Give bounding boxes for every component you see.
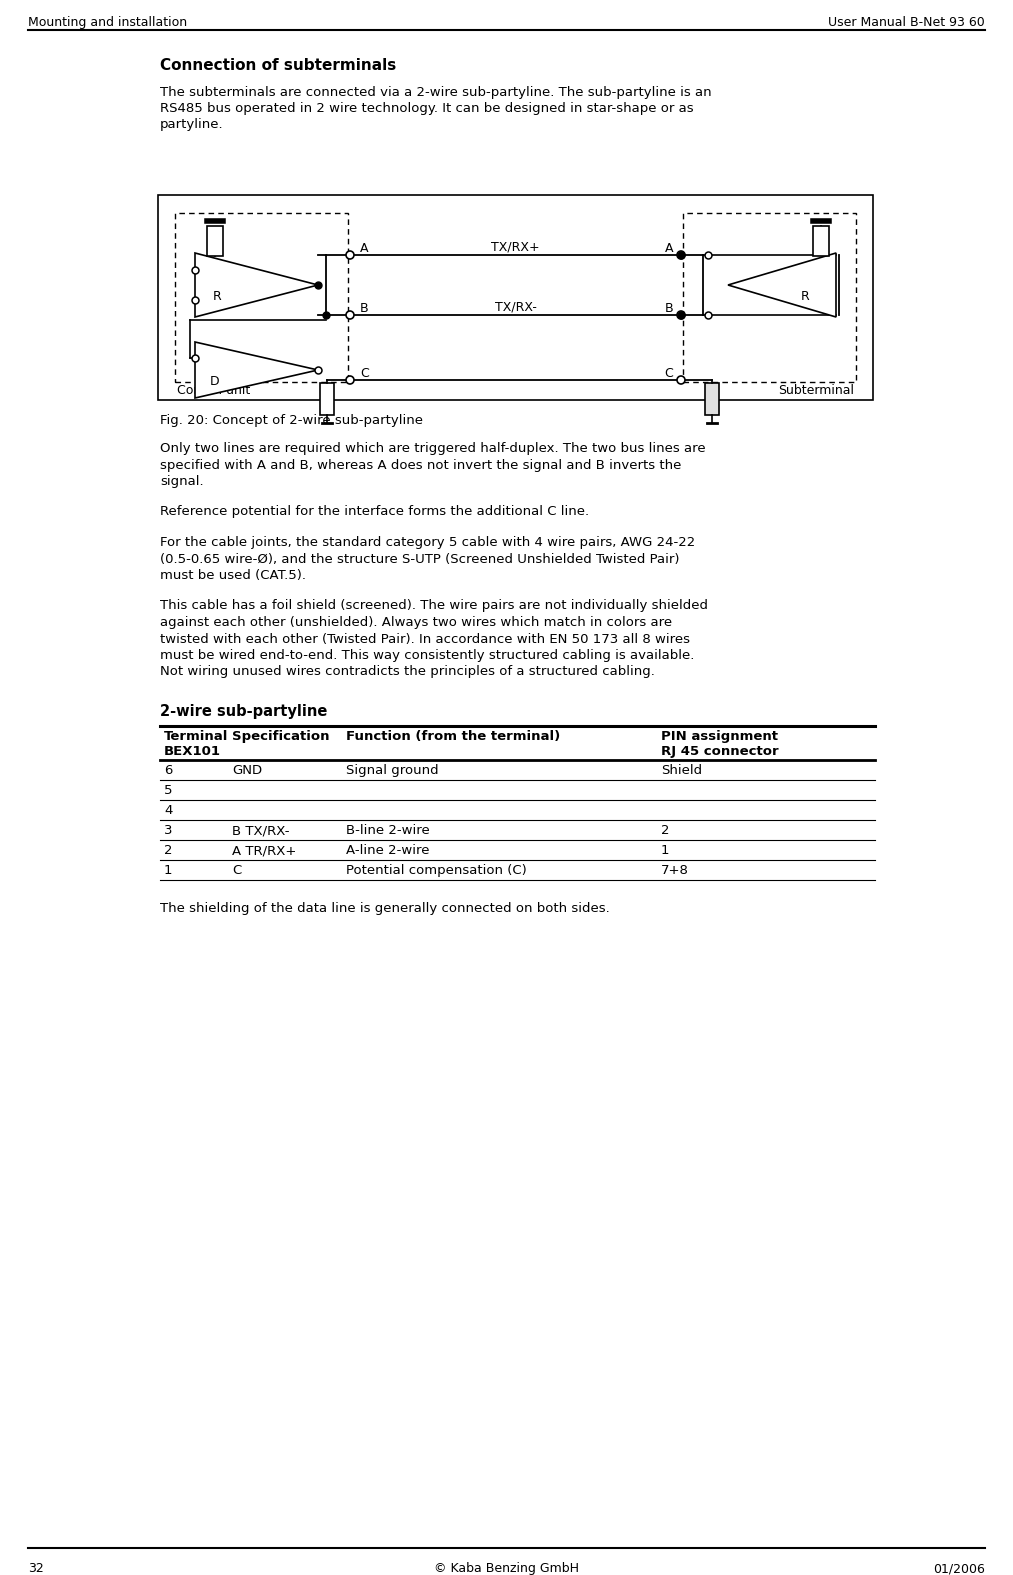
Text: The subterminals are connected via a 2-wire sub-partyline. The sub-partyline is : The subterminals are connected via a 2-w… (160, 87, 711, 99)
Circle shape (346, 250, 354, 258)
Text: 2-wire sub-partyline: 2-wire sub-partyline (160, 704, 327, 720)
Text: TX/RX-: TX/RX- (494, 301, 537, 313)
Text: © Kaba Benzing GmbH: © Kaba Benzing GmbH (434, 1562, 578, 1575)
Text: 32: 32 (28, 1562, 44, 1575)
Circle shape (677, 376, 685, 384)
Text: B: B (360, 302, 369, 315)
Text: R: R (801, 290, 809, 302)
Text: C: C (665, 367, 673, 380)
Text: PIN assignment: PIN assignment (660, 729, 778, 743)
Text: 1: 1 (164, 865, 172, 877)
Text: Reference potential for the interface forms the additional C line.: Reference potential for the interface fo… (160, 506, 590, 518)
Text: B: B (665, 302, 673, 315)
Bar (813, 225, 829, 257)
Text: Potential compensation (C): Potential compensation (C) (346, 865, 527, 877)
Text: Fig. 20: Concept of 2-wire sub-partyline: Fig. 20: Concept of 2-wire sub-partyline (160, 414, 423, 427)
Text: 6: 6 (164, 764, 172, 776)
Text: User Manual B-Net 93 60: User Manual B-Net 93 60 (829, 16, 985, 28)
Text: A: A (360, 243, 369, 255)
Text: Mounting and installation: Mounting and installation (28, 16, 187, 28)
Bar (320, 383, 334, 414)
Text: RJ 45 connector: RJ 45 connector (660, 745, 779, 758)
Text: (0.5-0.65 wire-Ø), and the structure S-UTP (Screened Unshielded Twisted Pair): (0.5-0.65 wire-Ø), and the structure S-U… (160, 553, 680, 565)
Circle shape (346, 376, 354, 384)
Text: 01/2006: 01/2006 (933, 1562, 985, 1575)
Polygon shape (728, 254, 836, 317)
Text: Shield: Shield (660, 764, 702, 776)
Text: 5: 5 (164, 784, 172, 797)
Text: Terminal: Terminal (164, 729, 228, 743)
Text: twisted with each other (Twisted Pair). In accordance with EN 50 173 all 8 wires: twisted with each other (Twisted Pair). … (160, 633, 690, 646)
Text: signal.: signal. (160, 476, 204, 488)
Text: C: C (360, 367, 369, 380)
Text: 1: 1 (660, 844, 670, 857)
Text: 2: 2 (164, 844, 172, 857)
Text: Connection of subterminals: Connection of subterminals (160, 58, 396, 72)
Text: BEX101: BEX101 (164, 745, 221, 758)
Text: For the cable joints, the standard category 5 cable with 4 wire pairs, AWG 24-22: For the cable joints, the standard categ… (160, 536, 695, 550)
Text: D: D (210, 375, 220, 387)
Bar (158, 195, 873, 400)
Text: Control unit: Control unit (177, 384, 250, 397)
Text: This cable has a foil shield (screened). The wire pairs are not individually shi: This cable has a foil shield (screened).… (160, 600, 708, 613)
Text: A TR/RX+: A TR/RX+ (232, 844, 296, 857)
Text: R: R (213, 290, 222, 302)
Text: against each other (unshielded). Always two wires which match in colors are: against each other (unshielded). Always … (160, 616, 672, 628)
Polygon shape (194, 342, 318, 398)
Text: Only two lines are required which are triggered half-duplex. The two bus lines a: Only two lines are required which are tr… (160, 443, 706, 455)
Text: RS485 bus operated in 2 wire technology. It can be designed in star-shape or as: RS485 bus operated in 2 wire technology.… (160, 102, 694, 115)
Text: must be used (CAT.5).: must be used (CAT.5). (160, 569, 306, 583)
Text: Not wiring unused wires contradicts the principles of a structured cabling.: Not wiring unused wires contradicts the … (160, 666, 654, 679)
Text: GND: GND (232, 764, 262, 776)
Text: specified with A and B, whereas A does not invert the signal and B inverts the: specified with A and B, whereas A does n… (160, 458, 682, 471)
Text: C: C (232, 865, 241, 877)
Text: Function (from the terminal): Function (from the terminal) (346, 729, 560, 743)
Text: The shielding of the data line is generally connected on both sides.: The shielding of the data line is genera… (160, 902, 610, 915)
Text: 2: 2 (660, 824, 670, 836)
Text: TX/RX+: TX/RX+ (491, 241, 540, 254)
Text: B TX/RX-: B TX/RX- (232, 824, 290, 836)
Text: 4: 4 (164, 803, 172, 817)
Text: Specification: Specification (232, 729, 329, 743)
Bar (207, 225, 223, 257)
Text: must be wired end-to-end. This way consistently structured cabling is available.: must be wired end-to-end. This way consi… (160, 649, 694, 662)
Text: A-line 2-wire: A-line 2-wire (346, 844, 430, 857)
Text: A: A (665, 243, 673, 255)
Circle shape (346, 310, 354, 320)
Polygon shape (194, 254, 318, 317)
Circle shape (677, 250, 685, 258)
Bar (175, 213, 348, 383)
Bar (683, 213, 856, 383)
Text: 3: 3 (164, 824, 172, 836)
Text: Signal ground: Signal ground (346, 764, 439, 776)
Text: B-line 2-wire: B-line 2-wire (346, 824, 431, 836)
Text: 7+8: 7+8 (660, 865, 689, 877)
Text: partyline.: partyline. (160, 118, 224, 131)
Circle shape (677, 310, 685, 320)
Bar (705, 383, 719, 414)
Text: Subterminal: Subterminal (778, 384, 854, 397)
